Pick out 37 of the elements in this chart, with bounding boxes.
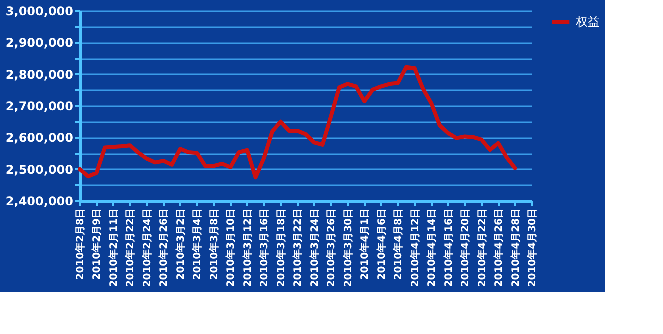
- x-tick-label: 2010年3月4日: [192, 208, 204, 280]
- x-tick-label: 2010年3月26日: [326, 208, 338, 288]
- x-tick-label: 2010年3月24日: [308, 208, 321, 288]
- y-tick-label: 2,500,000: [6, 162, 74, 177]
- y-tick-label: 2,400,000: [6, 194, 74, 208]
- x-tick-label: 2010年4月20日: [460, 208, 472, 288]
- x-tick-label: 2010年3月22日: [292, 208, 304, 288]
- x-tick-label: 2010年4月12日: [409, 208, 422, 288]
- x-tick-label: 2010年2月26日: [158, 208, 170, 288]
- x-tick-label: 2010年3月30日: [342, 208, 354, 288]
- x-tick-label: 2010年4月8日: [392, 208, 405, 280]
- x-tick-label: 2010年3月8日: [208, 208, 220, 280]
- y-tick-label: 2,800,000: [6, 68, 74, 82]
- x-tick-label: 2010年4月6日: [376, 208, 388, 280]
- x-tick-label: 2010年2月24日: [141, 208, 154, 288]
- legend-label: 权益: [575, 15, 600, 29]
- x-tick-label: 2010年2月22日: [124, 208, 137, 288]
- x-tick-label: 2010年3月12日: [242, 208, 254, 288]
- y-tick-label: 2,900,000: [6, 36, 74, 50]
- x-tick-label: 2010年4月28日: [510, 208, 522, 288]
- x-tick-label: 2010年4月16日: [442, 208, 455, 288]
- y-tick-label: 2,600,000: [6, 131, 74, 146]
- x-tick-label: 2010年4月30日: [526, 208, 538, 288]
- x-tick-label: 2010年2月11日: [108, 208, 120, 288]
- x-tick-label: 2010年3月18日: [275, 208, 288, 288]
- y-tick-label: 2,700,000: [6, 100, 74, 114]
- x-tick-label: 2010年3月16日: [258, 208, 271, 288]
- x-tick-label: 2010年2月8日: [74, 208, 86, 280]
- x-tick-label: 2010年3月2日: [174, 208, 187, 280]
- x-tick-label: 2010年4月22日: [476, 208, 488, 288]
- x-tick-label: 2010年2月9日: [91, 208, 104, 280]
- x-tick-label: 2010年4月1日: [359, 208, 372, 280]
- x-tick-label: 2010年3月10日: [225, 208, 238, 288]
- y-tick-label: 3,000,000: [6, 4, 74, 18]
- line-series: [78, 65, 518, 180]
- x-tick-label: 2010年4月14日: [426, 208, 438, 288]
- x-tick-label: 2010年4月26日: [493, 208, 506, 288]
